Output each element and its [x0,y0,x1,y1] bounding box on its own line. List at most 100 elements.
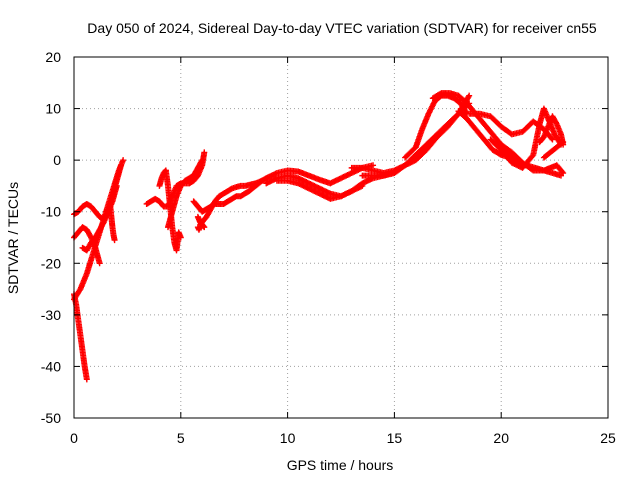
data-point-trail [424,112,431,119]
data-point-trail [119,158,126,165]
y-tick-label: -40 [41,358,61,374]
data-point-trail [506,147,513,154]
y-tick-labels: -50 -40 -30 -20 -10 0 10 20 [41,49,61,426]
data-point-trail [461,98,468,105]
data-point-trail [94,211,101,218]
data-point-trail [528,154,535,161]
data-point-trail [96,258,103,265]
data-point-trail [358,183,365,190]
series-arc-late-e [536,113,567,148]
data-point-trail [83,374,90,381]
series-arc-morning-d [156,167,169,189]
data-point-trail [117,163,124,170]
x-tick-label: 0 [70,430,78,446]
data-point-trail [556,172,563,179]
data-point-trail [95,229,102,236]
data-point-trail [548,135,555,142]
data-point-trail [547,134,554,141]
data-point-trail [410,146,417,153]
data-point-trail [161,169,168,176]
data-point-trail [336,193,343,200]
y-tick-label: -50 [41,410,61,426]
data-point-trail [552,118,559,125]
data-point-trail [293,174,300,181]
y-tick-label: -20 [41,255,61,271]
series-arc-mid-c [273,177,366,202]
data-point-trail [86,231,93,238]
series-arc-morning-g [194,219,208,233]
data-point-trail [99,221,106,228]
chart-title: Day 050 of 2024, Sidereal Day-to-day VTE… [87,20,597,36]
data-point-trail [214,195,221,202]
data-point-trail [421,148,428,155]
series-arc-mid-e [359,100,473,179]
series-arc-early-tail [107,203,118,244]
x-tick-label: 20 [493,430,509,446]
data-point-trail [75,288,82,295]
grid-lines [74,57,608,418]
data-point-trail [111,235,118,242]
data-point-trail [545,151,552,158]
data-point-trail [517,157,524,164]
data-point-trail [558,167,565,174]
data-point-trail [272,170,279,177]
data-point-trail [325,190,332,197]
series-arc-mid-d [348,92,473,177]
data-point-trail [455,98,462,105]
data-point-trail [431,133,438,140]
data-point-trail [86,242,93,249]
series-arc-late-f [540,139,567,161]
x-tick-label: 10 [280,430,296,446]
data-point-trail [453,112,460,119]
y-tick-label: 10 [45,101,61,117]
data-point-trail [559,139,566,146]
data-point-trail [389,170,396,177]
y-tick-label: -30 [41,307,61,323]
data-point-trail [250,184,257,191]
data-point-trail [201,215,208,222]
x-tick-label: 15 [387,430,403,446]
y-tick-label: 20 [45,49,61,65]
data-point-trail [108,199,115,206]
series-arc-morning-f [190,177,265,215]
data-point-trail [180,179,187,186]
data-point-trail [201,150,208,157]
data-point-trail [464,95,471,102]
data-point-trail [421,143,428,150]
y-tick-label: -10 [41,204,61,220]
plot-frame [73,56,609,419]
data-point-trail [496,144,503,151]
data-point-trail [90,236,97,243]
data-point-trail [506,129,513,136]
data-point-trail [551,145,558,152]
data-point-trail [487,144,494,151]
series-arc-late-d [498,141,567,177]
data-point-trail [83,272,90,279]
x-tick-label: 5 [177,430,185,446]
data-point-trail [91,243,98,250]
data-point-trail [442,123,449,130]
data-point-trail [173,194,180,201]
data-point-trail [197,159,204,166]
data-point-trail [487,129,494,136]
data-point-trail [399,164,406,171]
data-point-trail [479,118,486,125]
data-point-trail [544,125,551,132]
data-point-trail [557,129,564,136]
data-point-trail [159,201,166,208]
data-point-trail [461,113,468,120]
data-point-trail [193,167,200,174]
data-point-trail [231,184,238,191]
data-point-trail [177,233,184,240]
data-points [71,90,567,383]
data-point-trail [198,158,205,165]
data-point-trail [470,123,477,130]
data-point-trail [193,201,200,208]
axis-ticks [73,56,609,419]
data-point-trail [77,205,84,212]
data-point-trail [536,122,543,129]
data-point-trail [90,206,97,213]
data-point-trail [293,179,300,186]
data-point-trail [113,184,120,191]
